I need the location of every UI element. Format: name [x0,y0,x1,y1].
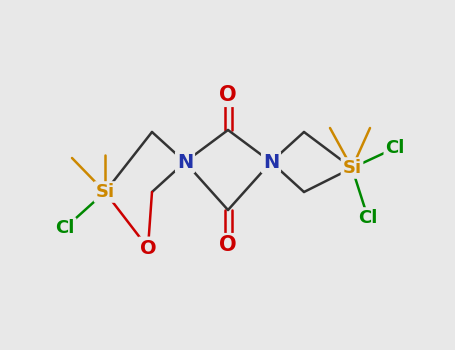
Text: Cl: Cl [56,219,75,237]
Text: Cl: Cl [359,209,378,227]
Text: O: O [219,85,237,105]
Text: Si: Si [96,183,115,201]
Text: O: O [140,238,157,258]
Text: N: N [177,153,193,172]
Text: N: N [263,153,279,172]
Text: Si: Si [343,159,362,177]
Text: Cl: Cl [385,139,404,157]
Text: O: O [219,235,237,255]
